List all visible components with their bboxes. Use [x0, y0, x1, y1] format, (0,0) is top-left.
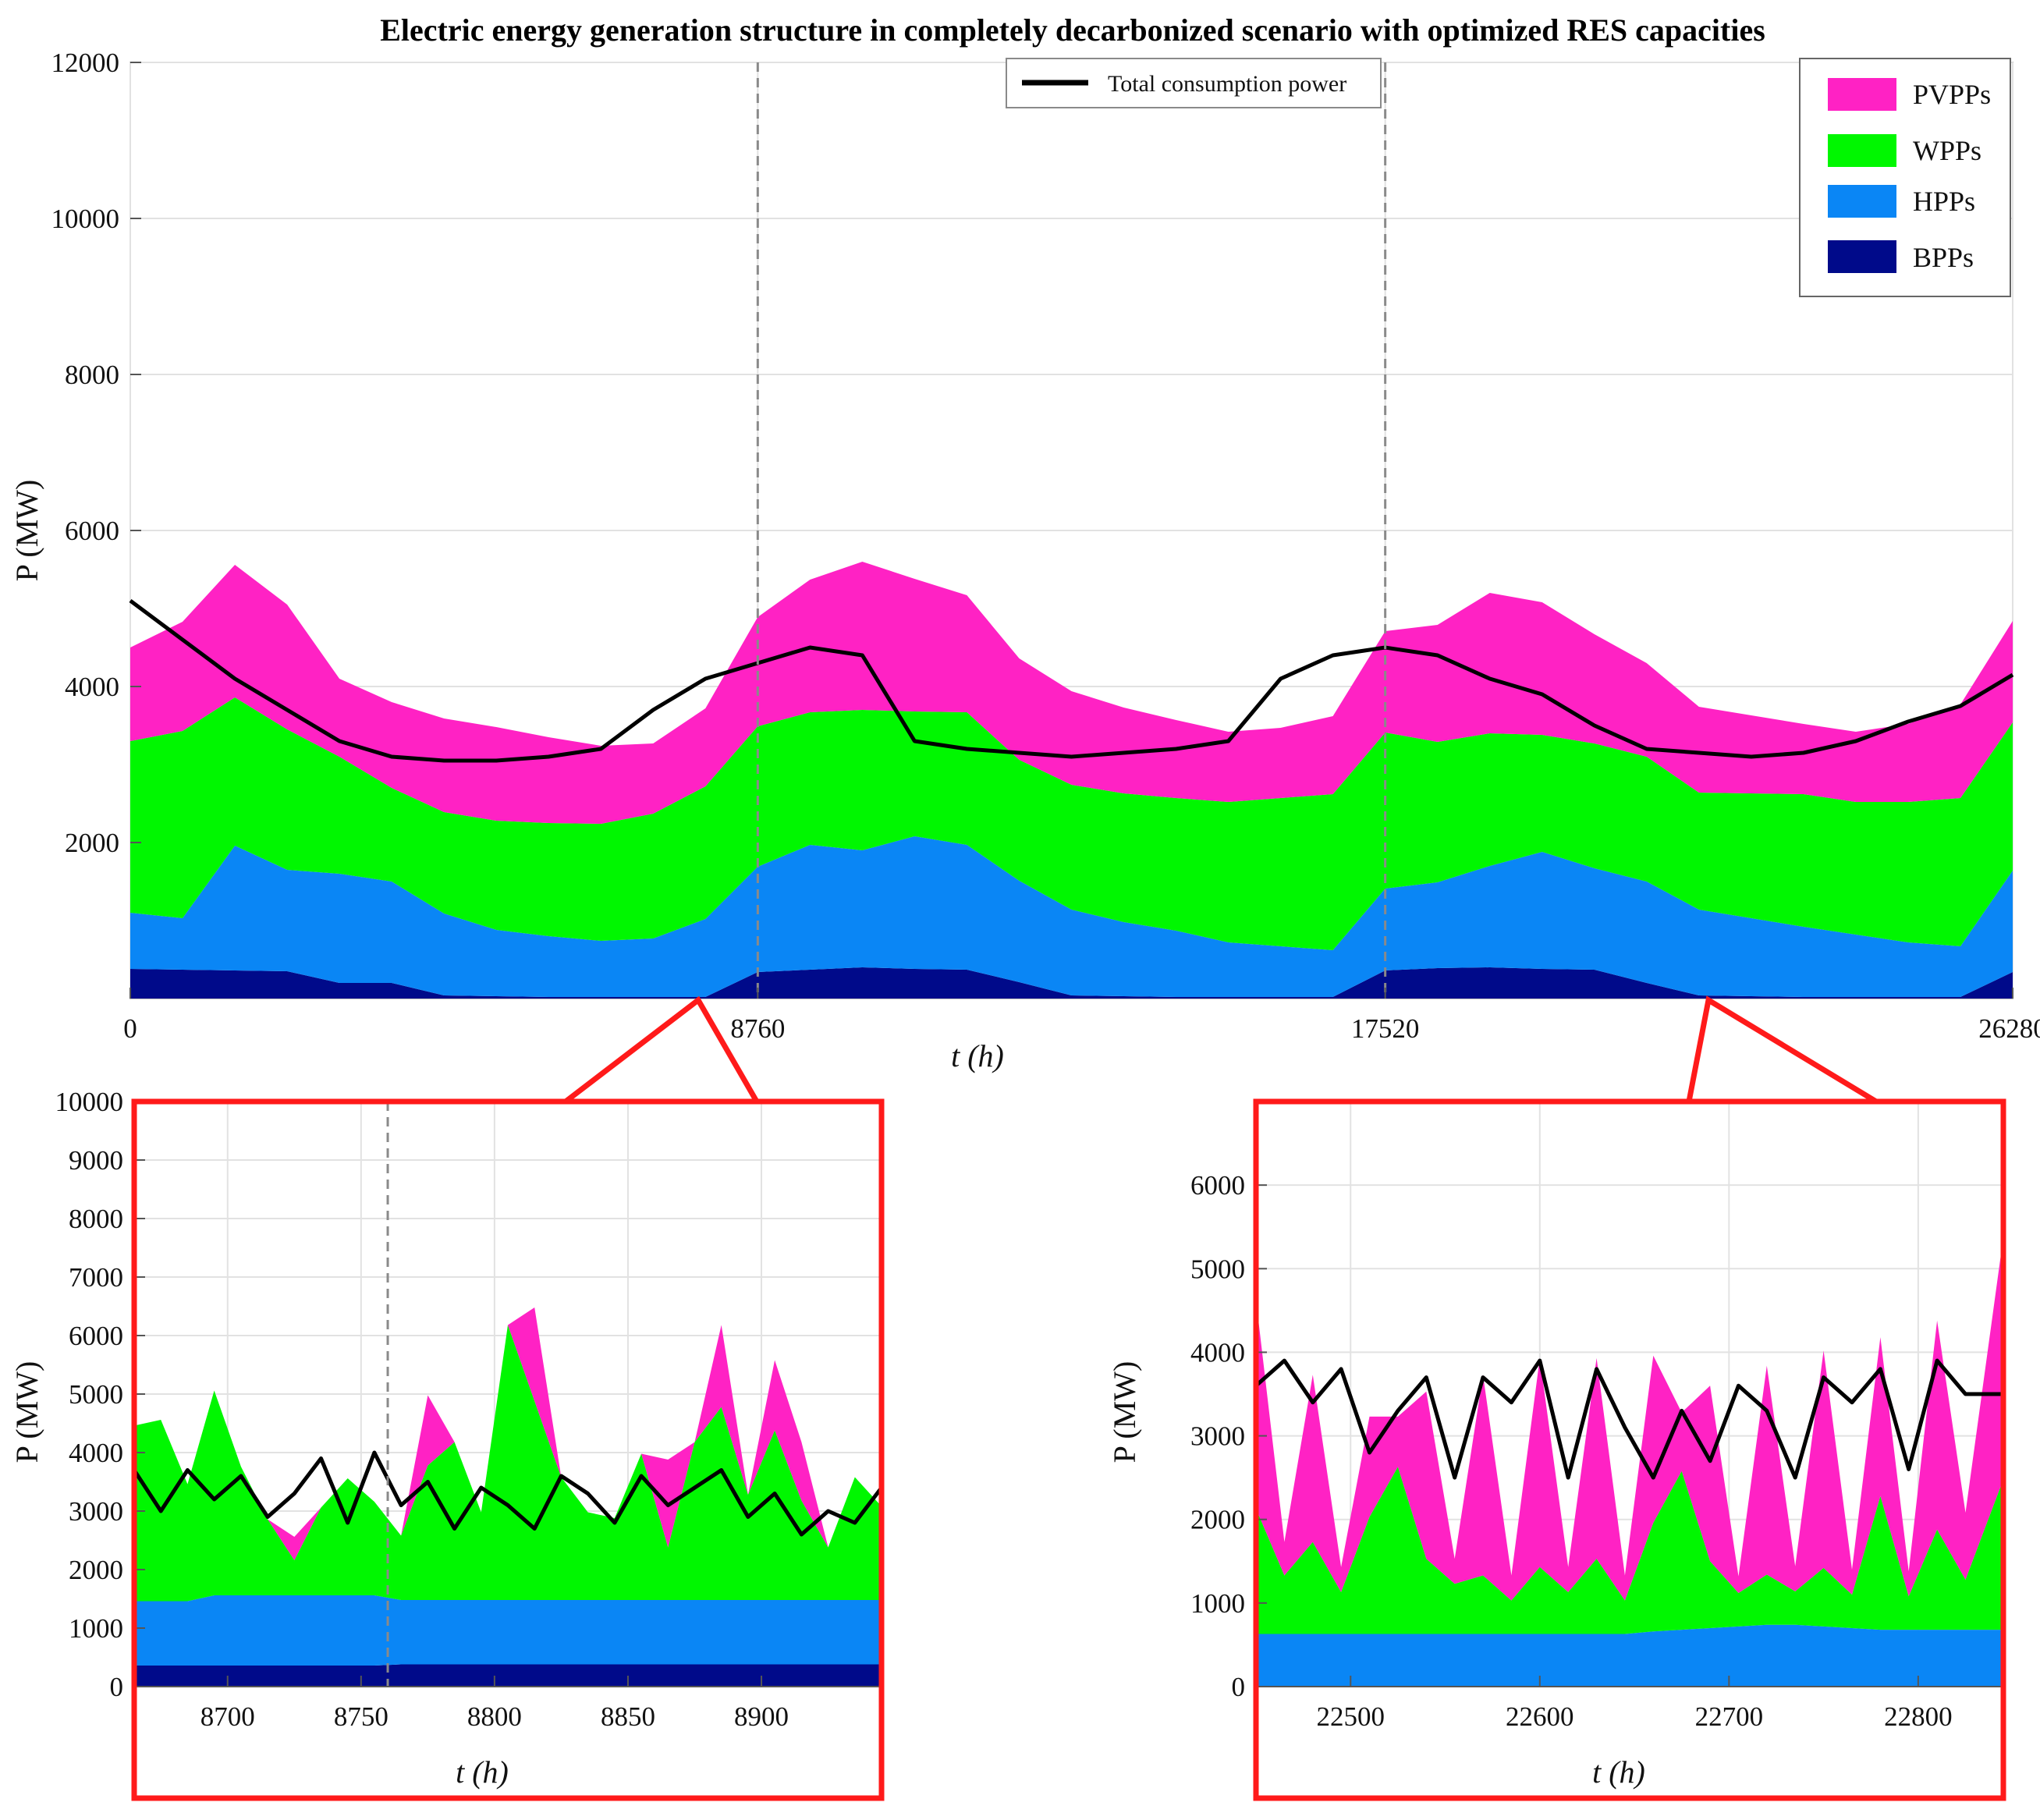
legend-label-wpps: WPPs: [1913, 135, 1981, 166]
inset2-consumption-line: [1254, 1358, 2003, 1480]
area-hpps: [134, 1595, 882, 1666]
y-tick-label-7000: 7000: [69, 1262, 123, 1293]
y-tick-label-4000: 4000: [65, 672, 119, 702]
main-x-axis-label: t (h): [951, 1038, 1004, 1073]
inset1-areas: [134, 1307, 882, 1687]
y-tick-label-8000: 8000: [65, 360, 119, 390]
inset2-ticks: 22500 22600 22700 22800 0 1000 2000 3000 4000 500…: [1190, 1102, 2003, 1732]
y-tick-label-12000: 12000: [51, 48, 120, 78]
y-tick-label-0: 0: [110, 1672, 124, 1702]
inset2-areas: [1256, 1236, 2003, 1687]
inset1-x-axis-label: t (h): [456, 1754, 509, 1790]
main-year-markers: [756, 62, 1387, 999]
y-tick-label-4000: 4000: [1190, 1337, 1245, 1368]
y-tick-label-9000: 9000: [69, 1145, 123, 1176]
x-tick-label-17520: 17520: [1351, 1013, 1420, 1044]
main-plot-area: 0 8760 17520 26280 2000 4000 6000 8000 10000 1200…: [51, 48, 2040, 1044]
consumption-line: [129, 598, 2014, 763]
y-tick-label-3000: 3000: [1190, 1421, 1245, 1452]
area-hpps: [1256, 1624, 2003, 1687]
legend-label-pvpps: PVPPs: [1913, 79, 1991, 110]
x-tick-label-22700: 22700: [1695, 1701, 1764, 1732]
consumption-line: [132, 1450, 883, 1537]
y-tick-label-5000: 5000: [1190, 1254, 1245, 1284]
area-pvpps: [130, 562, 2013, 824]
line-legend-label: Total consumption power: [1108, 71, 1346, 97]
zoom-callouts: [563, 995, 1878, 1104]
x-tick-label-26280: 26280: [1978, 1013, 2040, 1044]
area-wpps: [1256, 1467, 2003, 1634]
area-legend: PVPPs WPPs HPPs BPPs: [1799, 58, 2011, 297]
y-tick-label-5000: 5000: [69, 1379, 123, 1410]
chart-title: Electric energy generation structure in …: [380, 12, 1765, 48]
x-tick-label-8900: 8900: [734, 1701, 789, 1732]
y-tick-label-1000: 1000: [1190, 1588, 1245, 1619]
legend-label-hpps: HPPs: [1913, 186, 1975, 217]
x-tick-label-8850: 8850: [601, 1701, 655, 1732]
legend-swatch-hpps: [1828, 185, 1896, 218]
inset2-x-axis-label: t (h): [1592, 1754, 1645, 1790]
x-tick-label-0: 0: [123, 1013, 137, 1044]
x-tick-label-8700: 8700: [200, 1701, 255, 1732]
legend-swatch-pvpps: [1828, 78, 1896, 111]
y-tick-label-1000: 1000: [69, 1613, 123, 1644]
area-wpps: [134, 1325, 882, 1602]
consumption-line: [1254, 1358, 2003, 1480]
x-tick-label-22600: 22600: [1506, 1701, 1574, 1732]
main-areas: [130, 562, 2013, 999]
x-tick-label-8760: 8760: [730, 1013, 785, 1044]
y-tick-label-6000: 6000: [65, 516, 119, 546]
x-tick-label-8800: 8800: [467, 1701, 522, 1732]
legend-swatch-bpps: [1828, 240, 1896, 273]
zoom-callout-left: [563, 995, 760, 1104]
zoom-callout-right: [1686, 995, 1878, 1104]
y-tick-label-6000: 6000: [69, 1321, 123, 1351]
x-tick-label-22500: 22500: [1317, 1701, 1385, 1732]
y-tick-label-3000: 3000: [69, 1496, 123, 1527]
y-tick-label-2000: 2000: [65, 828, 119, 858]
area-bpps: [130, 967, 2013, 999]
main-consumption-line: [129, 598, 2014, 763]
main-y-axis-label: P (MW): [9, 480, 44, 582]
inset1-y-axis-label: P (MW): [9, 1361, 44, 1463]
inset-1: 8700 8750 8800 8850 8900 0 1000 2000 3000 4000 500…: [55, 1087, 885, 1801]
line-legend: Total consumption power: [1006, 58, 1382, 108]
y-tick-label-10000: 10000: [55, 1087, 124, 1117]
y-tick-label-0: 0: [1232, 1672, 1246, 1702]
x-tick-label-22800: 22800: [1884, 1701, 1953, 1732]
area-wpps: [130, 697, 2013, 950]
inset1-consumption-line: [132, 1450, 883, 1537]
legend-swatch-wpps: [1828, 134, 1896, 167]
legend-label-bpps: BPPs: [1913, 242, 1974, 273]
y-tick-label-4000: 4000: [69, 1438, 123, 1468]
area-hpps: [130, 836, 2013, 997]
area-pvpps: [134, 1307, 882, 1560]
area-pvpps: [1256, 1236, 2003, 1601]
y-tick-label-8000: 8000: [69, 1204, 123, 1234]
inset-2: 22500 22600 22700 22800 0 1000 2000 3000 4000 500…: [1190, 1098, 2006, 1801]
inset2-y-axis-label: P (MW): [1107, 1361, 1142, 1463]
y-tick-label-10000: 10000: [51, 204, 120, 234]
x-tick-label-8750: 8750: [334, 1701, 388, 1732]
main-ticks: 0 8760 17520 26280 2000 4000 6000 8000 10000 1200…: [51, 48, 2040, 1044]
y-tick-label-6000: 6000: [1190, 1170, 1245, 1201]
area-bpps: [134, 1664, 882, 1687]
y-tick-label-2000: 2000: [69, 1555, 123, 1585]
y-tick-label-2000: 2000: [1190, 1505, 1245, 1535]
